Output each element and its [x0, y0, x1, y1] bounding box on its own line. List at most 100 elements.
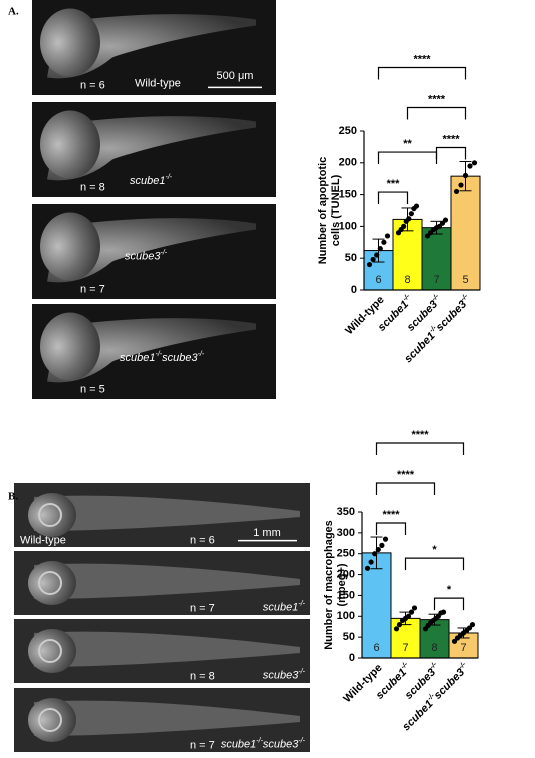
y-axis-label-line: Number of macrophages [323, 520, 335, 650]
bar [419, 619, 450, 659]
significance-bracket [404, 557, 465, 571]
text-part: scube3 [432, 666, 467, 701]
y-tick-label: 100 [337, 610, 355, 622]
superscript: -/- [298, 738, 305, 745]
data-point [381, 239, 387, 245]
data-point [413, 203, 420, 209]
n-label: 6 [373, 642, 379, 654]
superscript: -/- [431, 293, 441, 303]
data-point [364, 565, 371, 571]
y-tick-label: 0 [351, 284, 357, 296]
significance-label: **** [413, 53, 431, 65]
significance-label: *** [387, 178, 401, 190]
superscript: -/- [402, 293, 412, 303]
data-point [406, 216, 412, 222]
data-point [462, 172, 469, 179]
embryo-body [47, 14, 256, 79]
larva-eye [38, 571, 62, 595]
scale-bar-label: 500 μm [217, 70, 254, 82]
sample-size: n = 7 [190, 740, 215, 752]
sample-size: n = 5 [80, 383, 105, 395]
significance-label: **** [442, 133, 460, 145]
text-part: Wild-type [20, 535, 66, 547]
y-tick-label: 150 [339, 189, 357, 201]
embryo-head [40, 312, 100, 381]
embryo-head [40, 110, 100, 179]
n-label: 5 [462, 274, 468, 286]
larva-body [34, 495, 300, 531]
larva-body [34, 700, 300, 736]
y-tick-label: 250 [339, 125, 357, 137]
embryo-head [40, 212, 100, 281]
data-point [384, 233, 391, 239]
y-axis-label-line: (mpeg+) [336, 563, 348, 606]
superscript: -/- [429, 661, 439, 671]
significance-bracket [377, 191, 409, 205]
sample-size: n = 6 [80, 79, 105, 91]
data-point [442, 217, 449, 223]
text-part: Wild-type [135, 78, 181, 90]
y-tick-label: 0 [349, 652, 355, 664]
sample-size: n = 7 [190, 603, 215, 615]
y-tick-label: 150 [337, 589, 355, 601]
y-tick-label: 50 [345, 252, 357, 264]
sample-size: n = 8 [80, 181, 105, 193]
significance-bracket [375, 442, 465, 456]
significance-bracket [377, 151, 438, 165]
y-axis-label-line: Number of apoptotic [317, 157, 329, 265]
y-tick-label: 350 [337, 506, 355, 518]
superscript: -/- [155, 351, 162, 358]
text-part: scube3 [434, 298, 469, 333]
larva-eye [38, 708, 62, 732]
larva-body [34, 563, 300, 599]
n-label: 7 [402, 642, 408, 654]
data-point [440, 609, 447, 615]
superscript: -/- [160, 250, 167, 257]
significance-label: **** [382, 509, 400, 521]
data-point [469, 622, 476, 628]
data-point [467, 163, 473, 169]
y-tick-label: 300 [337, 527, 355, 539]
larva-head [28, 629, 76, 673]
significance-label: **** [411, 429, 429, 441]
larva-head [28, 493, 76, 537]
bar [450, 175, 481, 291]
n-label: 7 [433, 274, 439, 286]
data-point [393, 626, 400, 632]
y-tick-label: 200 [339, 157, 357, 169]
text-part: scube3 [263, 669, 299, 681]
text-part: scube1 [130, 175, 165, 187]
significance-bracket [377, 66, 467, 80]
superscript: -/- [298, 669, 305, 676]
n-label: 8 [404, 274, 410, 286]
data-point [408, 211, 414, 217]
data-point [466, 625, 473, 631]
superscript: -/- [298, 601, 305, 608]
data-point [396, 622, 403, 628]
significance-label: * [432, 544, 437, 556]
panel-label: A. [8, 6, 19, 18]
data-point [375, 546, 381, 553]
genotype-label: scube1-/-scube3-/- [120, 351, 205, 364]
data-point [379, 542, 385, 548]
superscript: -/- [165, 174, 172, 181]
n-label: 7 [460, 642, 466, 654]
significance-bracket [435, 146, 467, 160]
genotype-label: scube3-/- [125, 250, 168, 263]
text-part: scube3 [125, 250, 161, 262]
superscript: -/- [198, 351, 205, 358]
embryo-head [40, 8, 100, 77]
data-point [408, 609, 415, 615]
embryo-body [47, 116, 256, 181]
y-axis-label-line: cells (TUNEL) [330, 174, 342, 246]
data-point [382, 536, 389, 542]
larva-eye [38, 639, 62, 663]
sample-size: n = 6 [190, 535, 215, 547]
superscript: -/- [458, 661, 468, 671]
significance-label: ** [403, 138, 412, 150]
text-part: scube1 [221, 738, 256, 750]
significance-bracket [375, 522, 407, 536]
superscript: -/- [400, 661, 410, 671]
superscript: -/- [427, 692, 437, 702]
